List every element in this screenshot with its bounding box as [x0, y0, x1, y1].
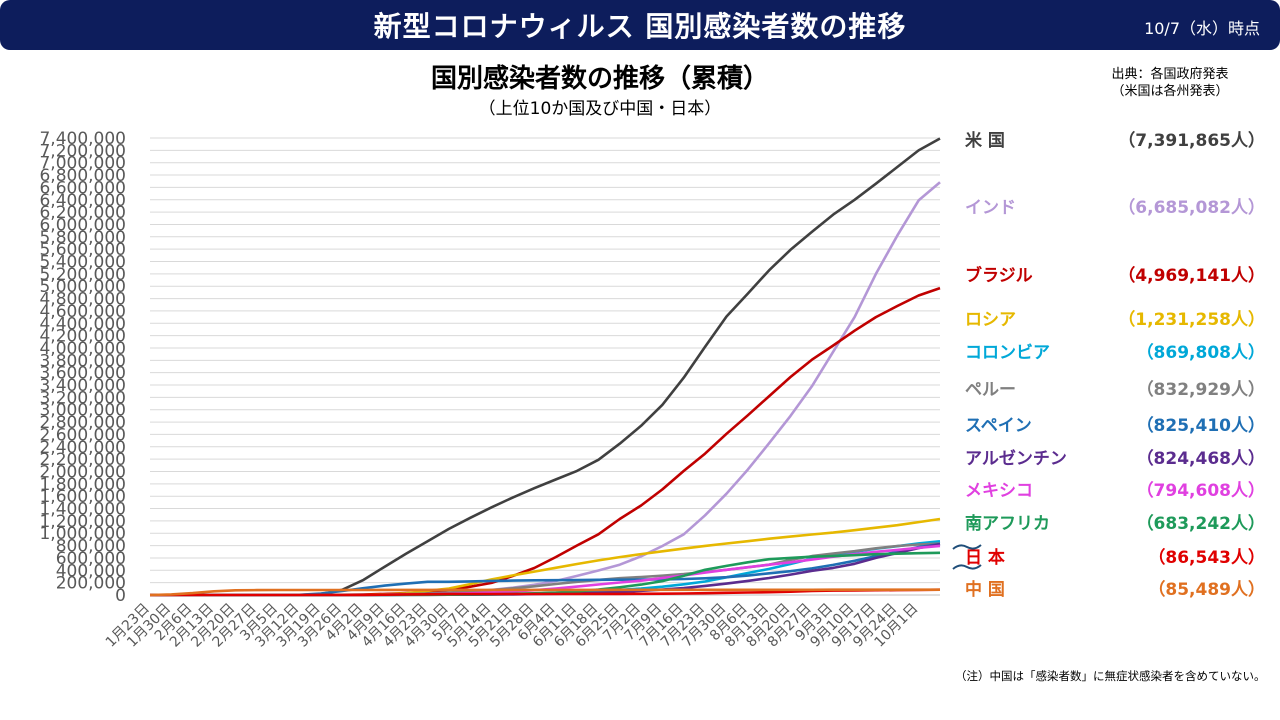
y-tick-label: 4,800,000: [39, 290, 126, 310]
y-tick-label: 4,000,000: [39, 339, 126, 359]
y-tick-label: 400,000: [56, 561, 126, 581]
y-tick-label: 1,400,000: [39, 500, 126, 520]
legend-country: 中 国: [965, 580, 1005, 600]
series-line: [150, 286, 941, 597]
series-line: [150, 137, 941, 597]
y-tick-label: 2,000,000: [39, 462, 126, 482]
source-note: 出典：各国政府発表 （米国は各州発表）: [1090, 66, 1250, 100]
legend-count: （7,391,865人）: [1118, 131, 1265, 151]
y-tick-label: 4,200,000: [39, 327, 126, 347]
legend-item: インド （6,685,082人）: [965, 193, 1265, 219]
y-tick-label: 3,800,000: [39, 351, 126, 371]
legend-count: （824,468人）: [1136, 449, 1265, 469]
legend-item: ロシア （1,231,258人）: [965, 305, 1265, 331]
y-tick-label: 1,200,000: [39, 512, 126, 532]
y-tick-label: 3,400,000: [39, 376, 126, 396]
legend-country: 米 国: [965, 131, 1005, 151]
footnote: （注）中国は「感染者数」に無症状感染者を含めていない。: [955, 669, 1266, 683]
chart-subtitle: （上位10か国及び中国・日本）: [478, 99, 722, 119]
y-tick-label: 3,600,000: [39, 364, 126, 384]
legend-count: （825,410人）: [1136, 416, 1265, 436]
source-line-2: （米国は各州発表）: [1111, 84, 1229, 99]
date-label: 10/7（水）時点: [1144, 19, 1260, 38]
legend-count: （794,608人）: [1136, 481, 1265, 501]
legend-item: ペルー （832,929人）: [965, 375, 1265, 401]
y-tick-label: 5,800,000: [39, 228, 126, 248]
y-tick-label: 3,000,000: [39, 401, 126, 421]
legend-country: 日 本: [965, 548, 1005, 568]
y-tick-label: 0: [115, 586, 126, 606]
chart-title: 国別感染者数の推移（累積）: [430, 64, 769, 94]
y-tick-label: 6,800,000: [39, 166, 126, 186]
y-tick-label: 2,200,000: [39, 450, 126, 470]
legend-count: （4,969,141人）: [1118, 266, 1265, 286]
legend-country: ペルー: [965, 380, 1016, 400]
legend-country: アルゼンチン: [965, 449, 1067, 469]
y-tick-label: 7,400,000: [39, 129, 126, 149]
axis-break-icon: [952, 564, 982, 570]
y-tick-label: 6,200,000: [39, 203, 126, 223]
y-tick-label: 7,200,000: [39, 141, 126, 161]
legend-count: （832,929人）: [1136, 380, 1265, 400]
y-tick-label: 6,600,000: [39, 178, 126, 198]
legend-country: ロシア: [965, 310, 1016, 330]
y-tick-label: 2,800,000: [39, 413, 126, 433]
y-tick-label: 5,200,000: [39, 265, 126, 285]
y-tick-label: 1,800,000: [39, 475, 126, 495]
y-tick-label: 2,600,000: [39, 425, 126, 445]
series-line: [150, 588, 941, 597]
y-tick-label: 7,000,000: [39, 154, 126, 174]
legend-item: 日 本 （86,543人）: [965, 543, 1265, 569]
y-tick-label: 6,000,000: [39, 215, 126, 235]
y-tick-label: 1,000,000: [39, 524, 126, 544]
page-title: 新型コロナウィルス 国別感染者数の推移: [373, 10, 907, 43]
legend-count: （1,231,258人）: [1118, 310, 1265, 330]
legend-country: インド: [965, 198, 1016, 218]
y-tick-label: 600,000: [56, 549, 126, 569]
legend-count: （85,489人）: [1148, 580, 1265, 600]
legend-item: コロンビア （869,808人）: [965, 338, 1265, 364]
legend-item: メキシコ （794,608人）: [965, 476, 1265, 502]
axis-break-icon: [952, 544, 982, 550]
legend-count: （86,543人）: [1148, 548, 1265, 568]
legend-item: スペイン （825,410人）: [965, 411, 1265, 437]
series-line: [149, 588, 940, 597]
legend-item: 中 国 （85,489人）: [965, 575, 1265, 601]
legend-item: アルゼンチン （824,468人）: [965, 444, 1265, 470]
y-tick-label: 5,400,000: [39, 253, 126, 273]
legend-country: ブラジル: [965, 266, 1033, 286]
legend-country: コロンビア: [965, 343, 1050, 363]
legend-item: 米 国 （7,391,865人）: [965, 126, 1265, 152]
legend-item: 南アフリカ （683,242人）: [965, 509, 1265, 535]
title-banner: 新型コロナウィルス 国別感染者数の推移 10/7（水）時点: [0, 0, 1280, 50]
y-tick-label: 6,400,000: [39, 191, 126, 211]
y-tick-label: 1,600,000: [39, 487, 126, 507]
legend-item: ブラジル （4,969,141人）: [965, 261, 1265, 287]
y-tick-label: 4,400,000: [39, 314, 126, 334]
line-chart: 0200,000400,000600,000800,0001,000,0001,…: [39, 129, 941, 651]
legend-count: （683,242人）: [1136, 514, 1265, 534]
y-tick-label: 200,000: [56, 574, 126, 594]
legend-count: （6,685,082人）: [1118, 198, 1265, 218]
legend-country: メキシコ: [965, 481, 1033, 501]
legend-country: スペイン: [965, 416, 1032, 436]
y-tick-label: 800,000: [56, 537, 126, 557]
legend-country: 南アフリカ: [965, 514, 1050, 534]
y-tick-label: 2,400,000: [39, 438, 126, 458]
series-line: [150, 540, 941, 597]
y-tick-label: 4,600,000: [39, 302, 126, 322]
y-tick-label: 5,000,000: [39, 277, 126, 297]
y-tick-label: 3,200,000: [39, 388, 126, 408]
source-line-1: 出典：各国政府発表: [1111, 67, 1229, 82]
legend-count: （869,808人）: [1136, 343, 1265, 363]
y-tick-label: 5,600,000: [39, 240, 126, 260]
